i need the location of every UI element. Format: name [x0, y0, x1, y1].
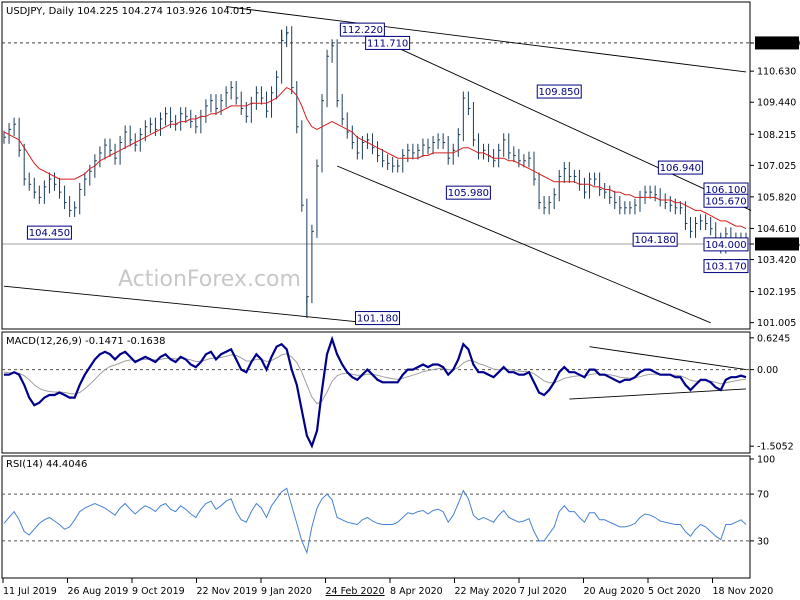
price-tick-label: 101.005	[757, 318, 796, 329]
price-annotation-label: 104.180	[634, 235, 675, 246]
macd-panel-frame	[1, 331, 751, 454]
price-annotation-label: 106.100	[705, 185, 746, 196]
price-annotation-label: 101.180	[357, 314, 398, 325]
price-annotation-label: 104.000	[705, 240, 746, 251]
price-annotation-box	[703, 259, 749, 274]
price-annotation-box	[703, 193, 749, 208]
price-tick-label: 103.420	[757, 255, 796, 266]
price-tick-label: 109.440	[757, 98, 796, 109]
x-axis: 11 Jul 2019 26 Aug 2019 9 Oct 2019 22 Nov 2…	[2, 578, 774, 597]
price-annotation-label: 103.170	[705, 262, 746, 273]
price-panel: 112.220 111.710 109.850 105.980 106.940 104.1…	[2, 6, 800, 329]
price-tick-label: 102.195	[757, 287, 796, 298]
price-annotation-label: 105.670	[705, 196, 746, 207]
macd-line	[4, 335, 747, 449]
macd-panel: 0.6245 0.00 -1.5052	[2, 333, 794, 453]
macd-tick-label: -1.5052	[757, 442, 794, 453]
price-annotation-label: 105.980	[448, 188, 489, 199]
price-tick-highlight	[755, 36, 799, 50]
x-tick-label: 9 Jan 2020	[261, 586, 312, 597]
price-tick-label: 104.015	[757, 239, 800, 250]
x-tick-label: 18 Nov 2020	[713, 586, 774, 597]
price-panel-frame	[1, 1, 751, 330]
price-trendline	[387, 42, 752, 211]
price-annotation-label: 112.220	[342, 25, 383, 36]
price-tick-label: 111.710	[757, 38, 800, 49]
macd-signal-line	[3, 353, 747, 405]
price-annotation-box	[355, 311, 401, 326]
price-moving-average	[3, 86, 747, 230]
x-tick-label: 22 Nov 2019	[197, 586, 258, 597]
x-tick-label: 20 Aug 2020	[584, 586, 645, 597]
price-tick-label: 110.630	[757, 67, 796, 78]
price-annotation-label: 106.940	[660, 163, 701, 174]
price-annotation-box	[657, 160, 703, 175]
price-annotation-box	[445, 185, 491, 200]
x-tick-label: 24 Feb 2020	[326, 586, 385, 597]
price-annotation-label: 111.710	[367, 38, 408, 49]
rsi-header: RSI(14) 44.4046	[6, 459, 87, 470]
x-tick-label: 26 Aug 2019	[68, 586, 129, 597]
price-annotation-box	[339, 22, 385, 37]
x-tick-label: 11 Jul 2019	[3, 586, 57, 597]
macd-tick-label: 0.6245	[757, 333, 790, 344]
x-tick-label: 5 Oct 2020	[648, 586, 701, 597]
macd-header: MACD(12,26,9) -0.1471 -0.1638	[6, 336, 166, 347]
rsi-tick-label: 100	[757, 455, 775, 466]
rsi-panel: 100 70 30	[2, 455, 775, 555]
price-annotation-label: 104.450	[29, 228, 70, 239]
rsi-tick-label: 30	[757, 536, 769, 547]
x-tick-label: 9 Oct 2019	[132, 586, 185, 597]
x-tick-label: 8 Apr 2020	[390, 586, 443, 597]
price-tick-highlight	[755, 237, 799, 251]
price-tick-label: 105.820	[757, 192, 796, 203]
x-tick-label: 7 Jul 2020	[519, 586, 567, 597]
price-annotation-box	[365, 35, 411, 50]
price-trendline	[336, 165, 711, 324]
rsi-panel-frame	[1, 455, 751, 579]
price-annotation-box	[703, 237, 749, 252]
price-header: USDJPY, Daily 104.225 104.274 103.926 10…	[6, 6, 252, 17]
macd-trendline	[569, 388, 747, 400]
x-tick-label: 22 May 2020	[455, 586, 517, 597]
rsi-tick-label: 70	[757, 490, 769, 501]
price-annotation-box	[536, 84, 582, 99]
price-tick-label: 107.025	[757, 161, 796, 172]
price-tick-label: 104.610	[757, 224, 796, 235]
macd-tick-label: 0.00	[757, 365, 778, 376]
price-tick-label: 108.215	[757, 130, 796, 141]
macd-trendline	[589, 346, 747, 371]
price-annotation-box	[632, 232, 678, 247]
price-annotation-box	[26, 225, 72, 240]
price-annotation-label: 109.850	[539, 87, 580, 98]
rsi-line	[3, 487, 747, 555]
watermark: ActionForex.com	[118, 267, 301, 292]
price-trendline	[226, 6, 747, 73]
